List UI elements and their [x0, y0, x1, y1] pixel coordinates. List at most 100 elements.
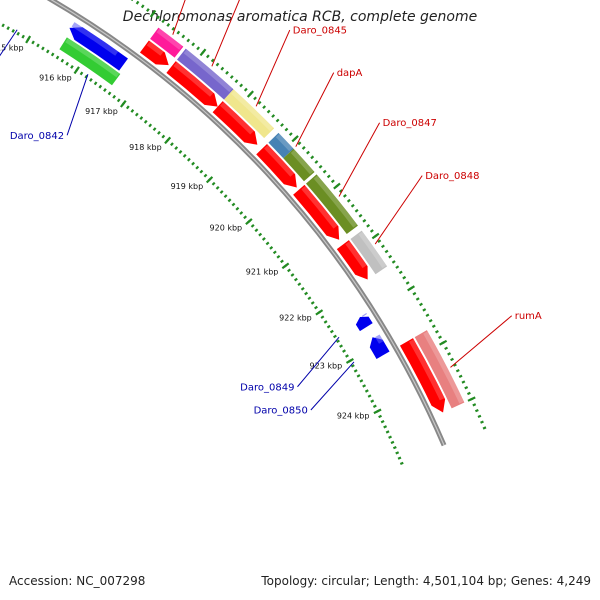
gene-label[interactable]: dapA	[337, 68, 363, 79]
gene-feature[interactable]	[305, 174, 358, 235]
minor-tick	[191, 42, 196, 47]
minor-tick	[458, 374, 463, 379]
minor-tick	[455, 369, 460, 373]
minor-tick	[336, 339, 340, 344]
minor-tick	[272, 250, 277, 255]
cds-feature[interactable]	[139, 40, 169, 66]
minor-tick	[261, 237, 266, 241]
minor-tick	[290, 273, 295, 277]
minor-tick	[107, 91, 112, 96]
minor-tick	[339, 344, 343, 348]
tick-label: 921 kbp	[246, 267, 279, 276]
gene-feature[interactable]	[283, 148, 315, 182]
minor-tick	[112, 94, 116, 99]
minor-tick	[146, 8, 150, 12]
gene-label[interactable]: Daro_0850	[254, 406, 308, 417]
gene-label[interactable]: Daro_0842	[10, 131, 64, 142]
gene-feature[interactable]	[177, 48, 234, 100]
cds-feature[interactable]	[256, 143, 297, 188]
minor-tick	[253, 96, 257, 101]
minor-tick	[412, 291, 417, 296]
minor-tick	[191, 161, 195, 166]
minor-tick	[229, 75, 234, 79]
gene-label[interactable]: Daro_0848	[425, 171, 479, 182]
cds-feature[interactable]	[166, 61, 218, 107]
minor-tick	[345, 354, 349, 358]
gene-feature[interactable]	[350, 230, 388, 275]
minor-tick	[254, 228, 259, 233]
minor-tick	[326, 324, 331, 329]
minor-tick	[161, 19, 166, 24]
minor-tick	[223, 194, 228, 199]
minor-tick	[195, 165, 200, 170]
cds-feature[interactable]	[355, 316, 373, 332]
major-tick	[199, 48, 207, 57]
label-leader	[374, 175, 423, 245]
backbone-highlight	[50, 0, 445, 446]
major-tick	[407, 285, 415, 292]
minor-tick	[425, 313, 430, 318]
minor-tick	[385, 430, 390, 434]
minor-tick	[452, 363, 457, 367]
minor-tick	[377, 239, 382, 243]
minor-tick	[258, 232, 263, 237]
minor-tick	[461, 380, 466, 384]
minor-tick	[243, 87, 248, 92]
minor-tick	[362, 384, 367, 388]
gene-feature[interactable]	[224, 89, 275, 139]
minor-tick	[287, 268, 291, 273]
minor-tick	[225, 70, 229, 75]
minor-tick	[323, 320, 328, 324]
cds-feature[interactable]	[336, 240, 368, 280]
minor-tick	[265, 241, 270, 246]
minor-tick	[472, 403, 477, 407]
label-leader	[450, 315, 513, 368]
minor-tick	[269, 245, 274, 250]
tick-label: 920 kbp	[210, 224, 243, 233]
cds-feature[interactable]	[69, 27, 128, 71]
cds-feature[interactable]	[369, 337, 390, 359]
minor-tick	[84, 74, 89, 79]
gene-feature[interactable]	[414, 330, 465, 409]
minor-tick	[342, 194, 347, 198]
feature-shade	[290, 149, 314, 175]
minor-tick	[350, 203, 355, 208]
feature-shade	[65, 38, 120, 78]
minor-tick	[125, 105, 130, 110]
map-title: Dechloromonas aromatica RCB, complete ge…	[122, 9, 478, 25]
minor-tick	[31, 40, 35, 45]
cds-feature[interactable]	[212, 101, 258, 145]
minor-tick	[358, 213, 363, 218]
gene-feature[interactable]	[150, 27, 184, 58]
minor-tick	[130, 108, 135, 113]
minor-tick	[196, 46, 200, 51]
cds-feature[interactable]	[399, 338, 446, 413]
label-leader	[297, 336, 340, 388]
tick-label: 917 kbp	[85, 107, 118, 116]
minor-tick	[243, 215, 248, 220]
tick-label: 915 kbp	[0, 43, 24, 52]
gene-label[interactable]: Daro_0849	[240, 382, 294, 393]
minor-tick	[297, 282, 302, 287]
minor-tick	[297, 141, 302, 146]
minor-tick	[266, 109, 271, 114]
gene-label[interactable]: Daro_0847	[383, 118, 437, 129]
minor-tick	[227, 198, 232, 203]
minor-tick	[444, 346, 449, 351]
minor-tick	[171, 26, 176, 31]
major-tick	[371, 232, 380, 240]
minor-tick	[397, 456, 402, 460]
label-leader	[295, 72, 335, 147]
cds-feature[interactable]	[293, 184, 340, 240]
minor-tick	[450, 357, 454, 362]
minor-tick	[134, 112, 139, 117]
major-tick	[345, 357, 354, 364]
minor-tick	[116, 98, 121, 103]
feature-shade	[345, 241, 367, 269]
minor-tick	[364, 389, 369, 393]
gene-feature[interactable]	[268, 132, 294, 159]
gene-label[interactable]: rumA	[515, 311, 542, 322]
minor-tick	[402, 275, 407, 280]
gene-label[interactable]: Daro_0845	[293, 26, 347, 37]
gene-feature[interactable]	[59, 37, 121, 86]
